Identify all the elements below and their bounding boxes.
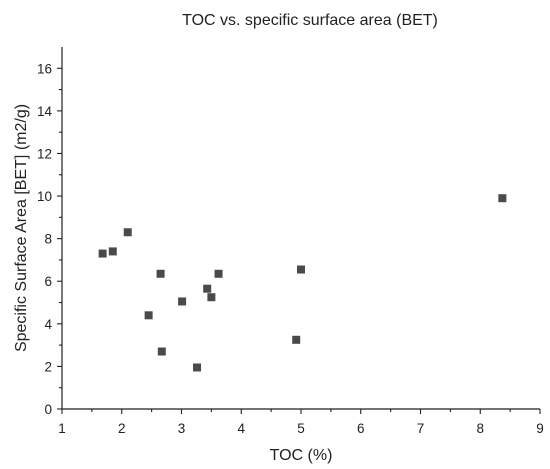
data-point bbox=[193, 363, 202, 372]
y-axis-label: Specific Surface Area [BET] (m2/g) bbox=[13, 104, 30, 352]
y-tick-label: 4 bbox=[44, 317, 52, 332]
y-tick-label: 6 bbox=[44, 274, 52, 289]
y-tick-label: 2 bbox=[44, 359, 52, 374]
data-point bbox=[214, 269, 223, 278]
y-axis-ticks: 0 2 4 6 8 10 12 14 16 bbox=[37, 61, 62, 417]
y-tick-label: 10 bbox=[37, 189, 52, 204]
data-point bbox=[98, 249, 107, 258]
y-tick-label: 14 bbox=[37, 104, 53, 119]
y-tick-label: 8 bbox=[44, 232, 52, 247]
data-point bbox=[123, 228, 132, 237]
x-tick-label: 8 bbox=[476, 421, 484, 436]
data-points bbox=[98, 194, 507, 372]
x-tick-label: 3 bbox=[178, 421, 186, 436]
data-point bbox=[156, 269, 165, 278]
data-point bbox=[108, 247, 117, 256]
data-point bbox=[297, 265, 305, 274]
x-axis-label: TOC (%) bbox=[270, 447, 333, 464]
y-tick-label: 16 bbox=[37, 61, 52, 76]
chart-title: TOC vs. specific surface area (BET) bbox=[182, 12, 438, 29]
x-tick-label: 6 bbox=[357, 421, 365, 436]
data-point bbox=[203, 284, 212, 293]
data-point bbox=[498, 194, 507, 203]
data-point bbox=[144, 311, 153, 320]
x-tick-label: 1 bbox=[58, 421, 66, 436]
x-tick-label: 2 bbox=[118, 421, 126, 436]
data-point bbox=[292, 335, 301, 344]
y-tick-label: 0 bbox=[44, 402, 52, 417]
x-tick-label: 5 bbox=[297, 421, 305, 436]
data-point bbox=[157, 347, 166, 356]
data-point bbox=[178, 297, 187, 306]
x-tick-label: 7 bbox=[417, 421, 425, 436]
y-tick-label: 12 bbox=[37, 146, 52, 161]
data-point bbox=[207, 293, 216, 302]
x-tick-label: 4 bbox=[237, 421, 245, 436]
x-axis-ticks: 1 2 3 4 5 6 7 8 9 bbox=[58, 409, 544, 436]
x-tick-label: 9 bbox=[536, 421, 544, 436]
